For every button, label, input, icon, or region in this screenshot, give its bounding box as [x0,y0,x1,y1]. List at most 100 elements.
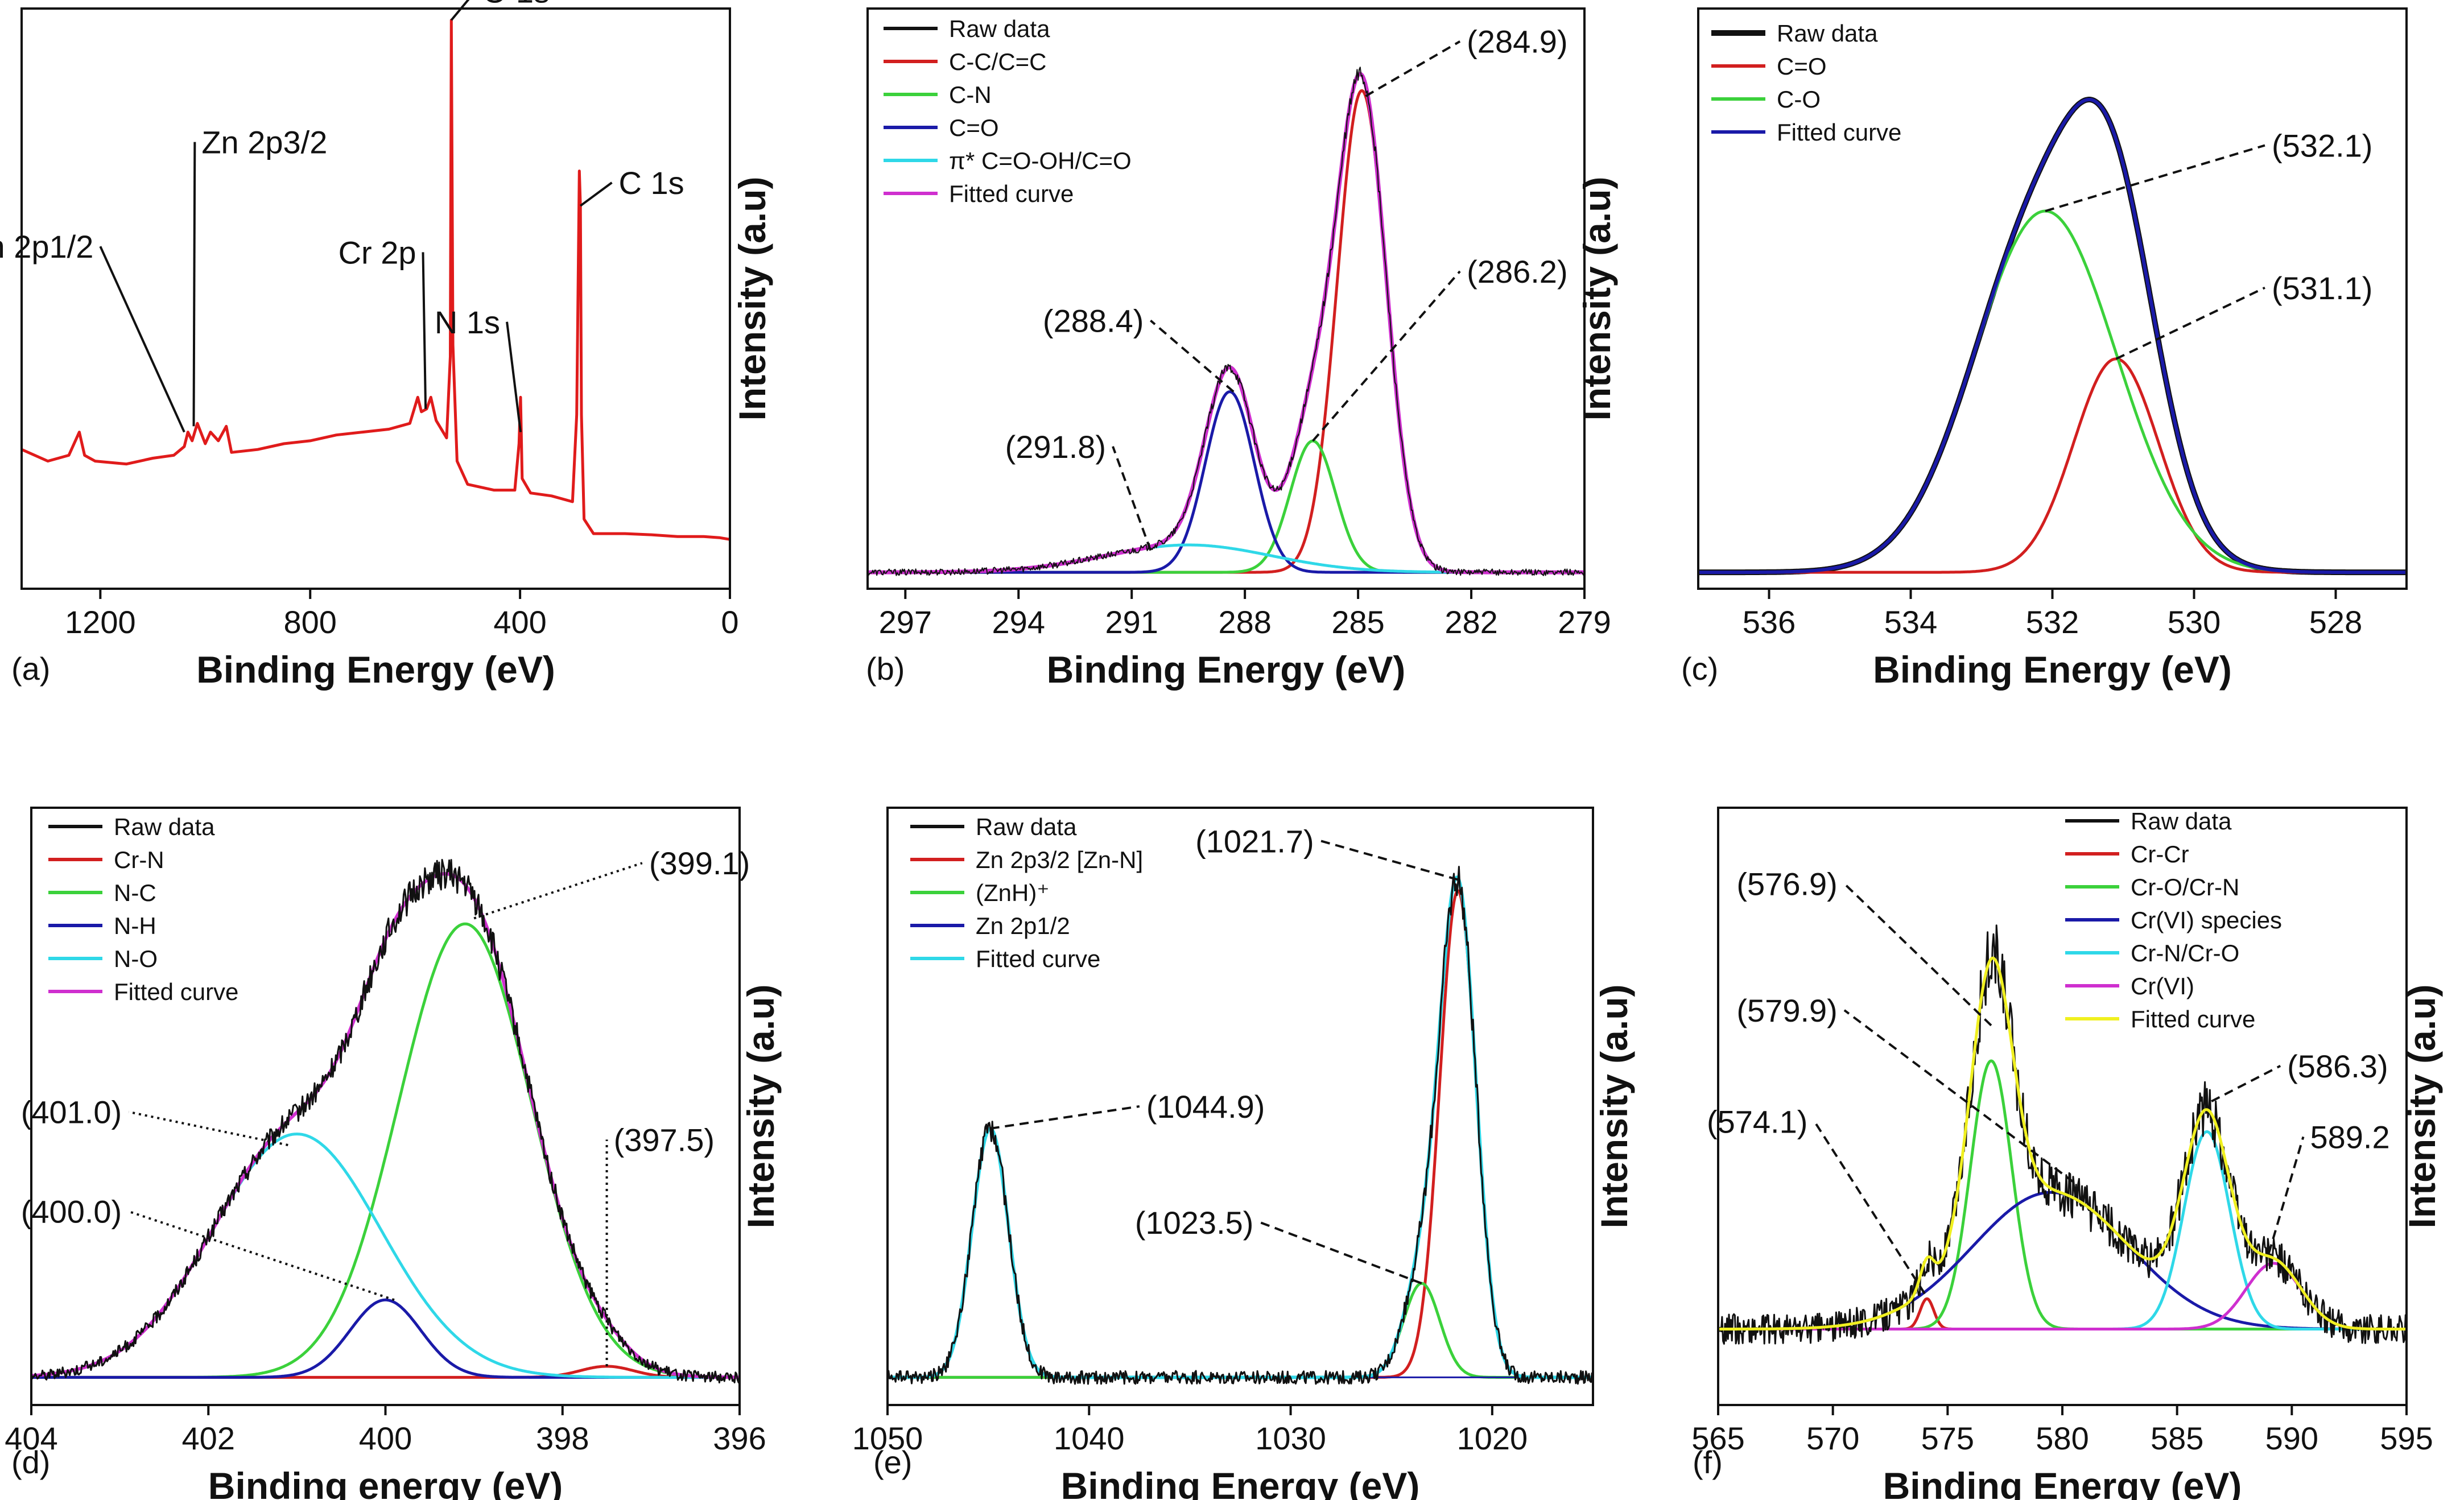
series-group [31,858,740,1384]
annotation-288-4: (288.4) [1043,303,1235,393]
x-tick-label: 570 [1806,1420,1859,1456]
series-fitted-curve [1698,98,2407,575]
y-axis-title: Intensity (a.u) [1593,984,1635,1228]
x-tick-label: 595 [2380,1420,2433,1456]
series-c-o [868,390,1584,574]
x-tick-label: 590 [2265,1420,2318,1456]
legend-label-cr-n: Cr-N [114,846,164,873]
annotation-286-2: (286.2) [1312,254,1568,442]
series-group [868,67,1584,576]
legend-label-cr-vi-species: Cr(VI) species [2131,907,2282,933]
annotation-cr-2p: Cr 2p [339,234,427,409]
x-tick-label: 530 [2168,604,2221,640]
x-tick-label: 404 [5,1420,57,1456]
annotation-zn-2p1-2: Zn 2p1/2 [0,229,185,433]
annotation-291-8: (291.8) [1005,429,1152,551]
annotation-text: 589.2 [2310,1119,2390,1155]
legend-label-raw-data: Raw data [976,813,1077,840]
x-tick-label: 398 [536,1420,589,1456]
legend-label-znh: (ZnH)⁺ [976,879,1050,906]
chart-panel-f: 565 570 575 580 585 590 595 Binding Energy (eV)… [1691,807,2443,1500]
annotation-text: C 1s [619,165,684,201]
legend-label-raw-data: Raw data [114,813,215,840]
series-raw-data [31,858,740,1384]
legend-label-raw-data: Raw data [949,15,1050,42]
annotation-text: (576.9) [1736,866,1837,902]
legend-label-fitted-curve: Fitted curve [2131,1006,2255,1032]
series-c-o-oh-c-o [868,543,1584,574]
chart-panel-b: 297 294 291 288 285 282 279 Binding Energy (eV)… [731,7,1611,691]
series-fitted-curve [1718,956,2407,1330]
annotation-text: (1023.5) [1135,1205,1254,1241]
x-tick-label: 294 [992,604,1045,640]
series-survey-spectrum [22,18,730,541]
plot-frame [886,807,1594,1406]
annotation-text: (288.4) [1043,303,1144,338]
annotation-401-0: (401.0) [21,1094,288,1147]
annotation-text: (286.2) [1467,254,1567,290]
legend-label-fitted-curve: Fitted curve [976,945,1100,972]
x-tick-label: 1040 [1054,1420,1125,1456]
x-tick-label: 297 [879,604,932,640]
annotation-text: (1021.7) [1195,823,1314,859]
annotation-284-9: (284.9) [1365,24,1568,97]
annotation-text: (574.1) [1707,1104,1807,1140]
annotation-leader [579,181,613,207]
annotation-531-1: (531.1) [2115,270,2372,360]
x-axis-title: Binding Energy (eV) [1883,1465,2242,1500]
x-tick-label: 1050 [852,1420,923,1456]
annotation-leader [192,142,196,427]
legend-label-c-c-c-c: C-C/C=C [949,48,1047,75]
annotation-o-1s: O 1s [450,0,550,21]
x-tick-label: 575 [1921,1420,1974,1456]
series-group [888,866,1593,1385]
series-c-o [1698,209,2407,574]
annotation-leader [1312,270,1461,442]
annotation-leader [1320,840,1459,881]
x-tick-label: 800 [284,604,337,640]
annotation-574-1: (574.1) [1707,1104,1926,1295]
x-tick-label: 565 [1691,1420,1744,1456]
x-tick-label: 291 [1105,604,1158,640]
annotation-text: (399.1) [649,845,750,881]
annotation-579-9: (579.9) [1736,993,2075,1184]
x-tick-label: 402 [182,1420,235,1456]
annotation-leader [990,1105,1140,1130]
legend-label-zn-2p1-2: Zn 2p1/2 [976,912,1070,939]
x-tick-label: 532 [2026,604,2079,640]
annotation-589-2: 589.2 [2268,1119,2390,1254]
annotation-text: O 1s [482,0,550,9]
annotation-576-9: (576.9) [1736,866,1992,1027]
x-axis-title: Binding Energy (eV) [1047,648,1406,691]
x-axis-title: Binding energy (eV) [208,1465,563,1500]
chart-panel-e: 1050 1040 1030 1020 Binding Energy (eV) Inten… [852,807,1635,1500]
annotation-leader [506,321,522,432]
x-tick-label: 396 [713,1420,766,1456]
series-cr-n [31,1365,740,1379]
annotation-text: Zn 2p3/2 [201,125,327,160]
annotation-text: (284.9) [1467,24,1567,60]
y-axis-title: Intensity (a.u) [740,984,782,1228]
annotation-leader [2268,1136,2305,1254]
annotation-text: (586.3) [2287,1048,2388,1084]
legend-label-raw-data: Raw data [2131,808,2232,834]
plot-frame [866,7,1586,590]
x-tick-label: 580 [2036,1420,2089,1456]
panel-label: (d) [11,1444,50,1480]
x-tick-label: 1200 [65,604,136,640]
annotation-text: (401.0) [21,1094,122,1130]
annotation-text: Cr 2p [339,234,416,270]
annotation-leader [1843,1009,2075,1184]
x-tick-label: 282 [1444,604,1497,640]
series-cr-vi-species [1718,1191,2407,1330]
x-axis-title: Binding Energy (eV) [1061,1465,1420,1500]
legend-label-c-o: C=O [1777,53,1827,80]
legend-label-cr-o-cr-n: Cr-O/Cr-N [2131,874,2239,900]
annotation-leader [473,862,643,920]
y-axis-title: Intensity (a.u) [1576,176,1618,420]
legend-label-c-o: C-O [1777,86,1821,113]
x-tick-label: 279 [1558,604,1611,640]
series-group [22,18,730,541]
annotation-text: N 1s [435,304,500,340]
